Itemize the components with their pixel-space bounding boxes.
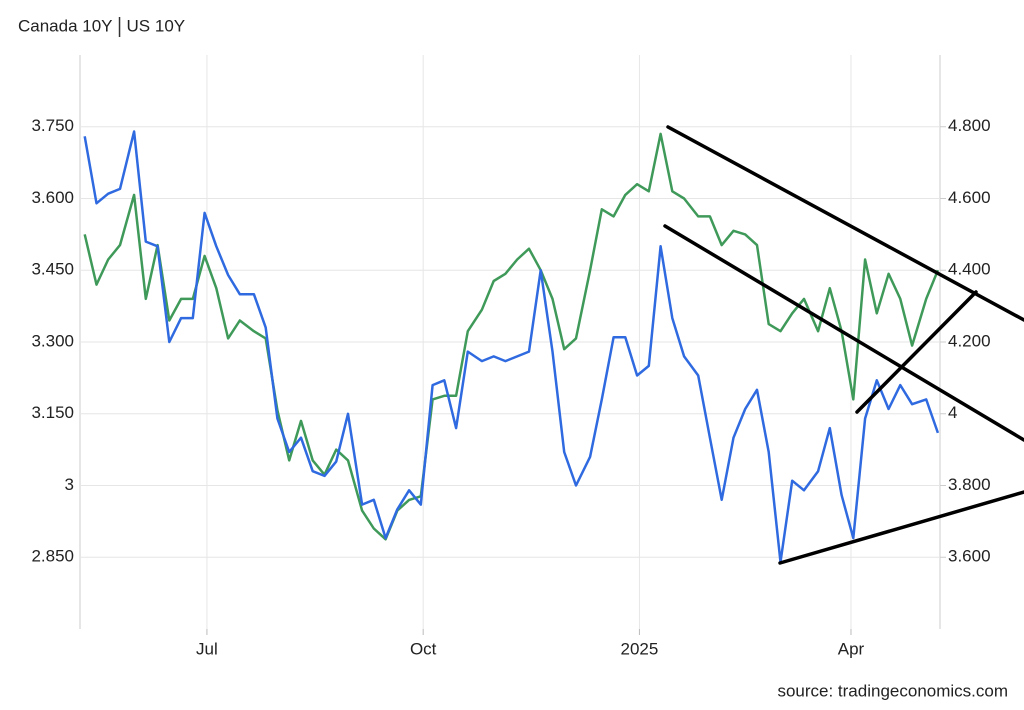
y2-tick-label: 4 — [948, 403, 957, 422]
y-tick-label: 3.450 — [31, 260, 74, 279]
legend-entry: Canada 10Y — [18, 16, 113, 35]
y2-tick-label: 4.800 — [948, 116, 991, 135]
trend-line — [663, 224, 1024, 442]
y-tick-label: 2.850 — [31, 547, 74, 566]
y2-tick-label: 3.600 — [948, 547, 991, 566]
legend-entry: US 10Y — [127, 16, 186, 35]
trend-line — [778, 490, 1024, 565]
y-tick-label: 3.600 — [31, 188, 74, 207]
y-tick-label: 3.300 — [31, 331, 74, 350]
y2-tick-label: 4.200 — [948, 331, 991, 350]
y-tick-label: 3.750 — [31, 116, 74, 135]
series-line — [83, 132, 940, 541]
x-tick-label: Jul — [196, 639, 218, 658]
source-note: source: tradingeconomics.com — [777, 681, 1008, 700]
x-tick-label: 2025 — [621, 639, 659, 658]
x-tick-label: Apr — [838, 639, 865, 658]
trend-lines — [663, 125, 1024, 565]
plot-area: 2.850 3 3.150 3.300 3.450 3.600 3.750 3.600 3.80… — [31, 55, 991, 658]
trend-line — [855, 290, 978, 414]
x-tick-label: Oct — [410, 639, 437, 658]
y-tick-label: 3.150 — [31, 403, 74, 422]
y2-tick-label: 3.800 — [948, 475, 991, 494]
y2-tick-label: 4.400 — [948, 260, 991, 279]
series-line — [83, 130, 940, 564]
trend-line — [666, 125, 1024, 322]
y-tick-label: 3 — [65, 475, 74, 494]
y2-tick-label: 4.600 — [948, 188, 991, 207]
